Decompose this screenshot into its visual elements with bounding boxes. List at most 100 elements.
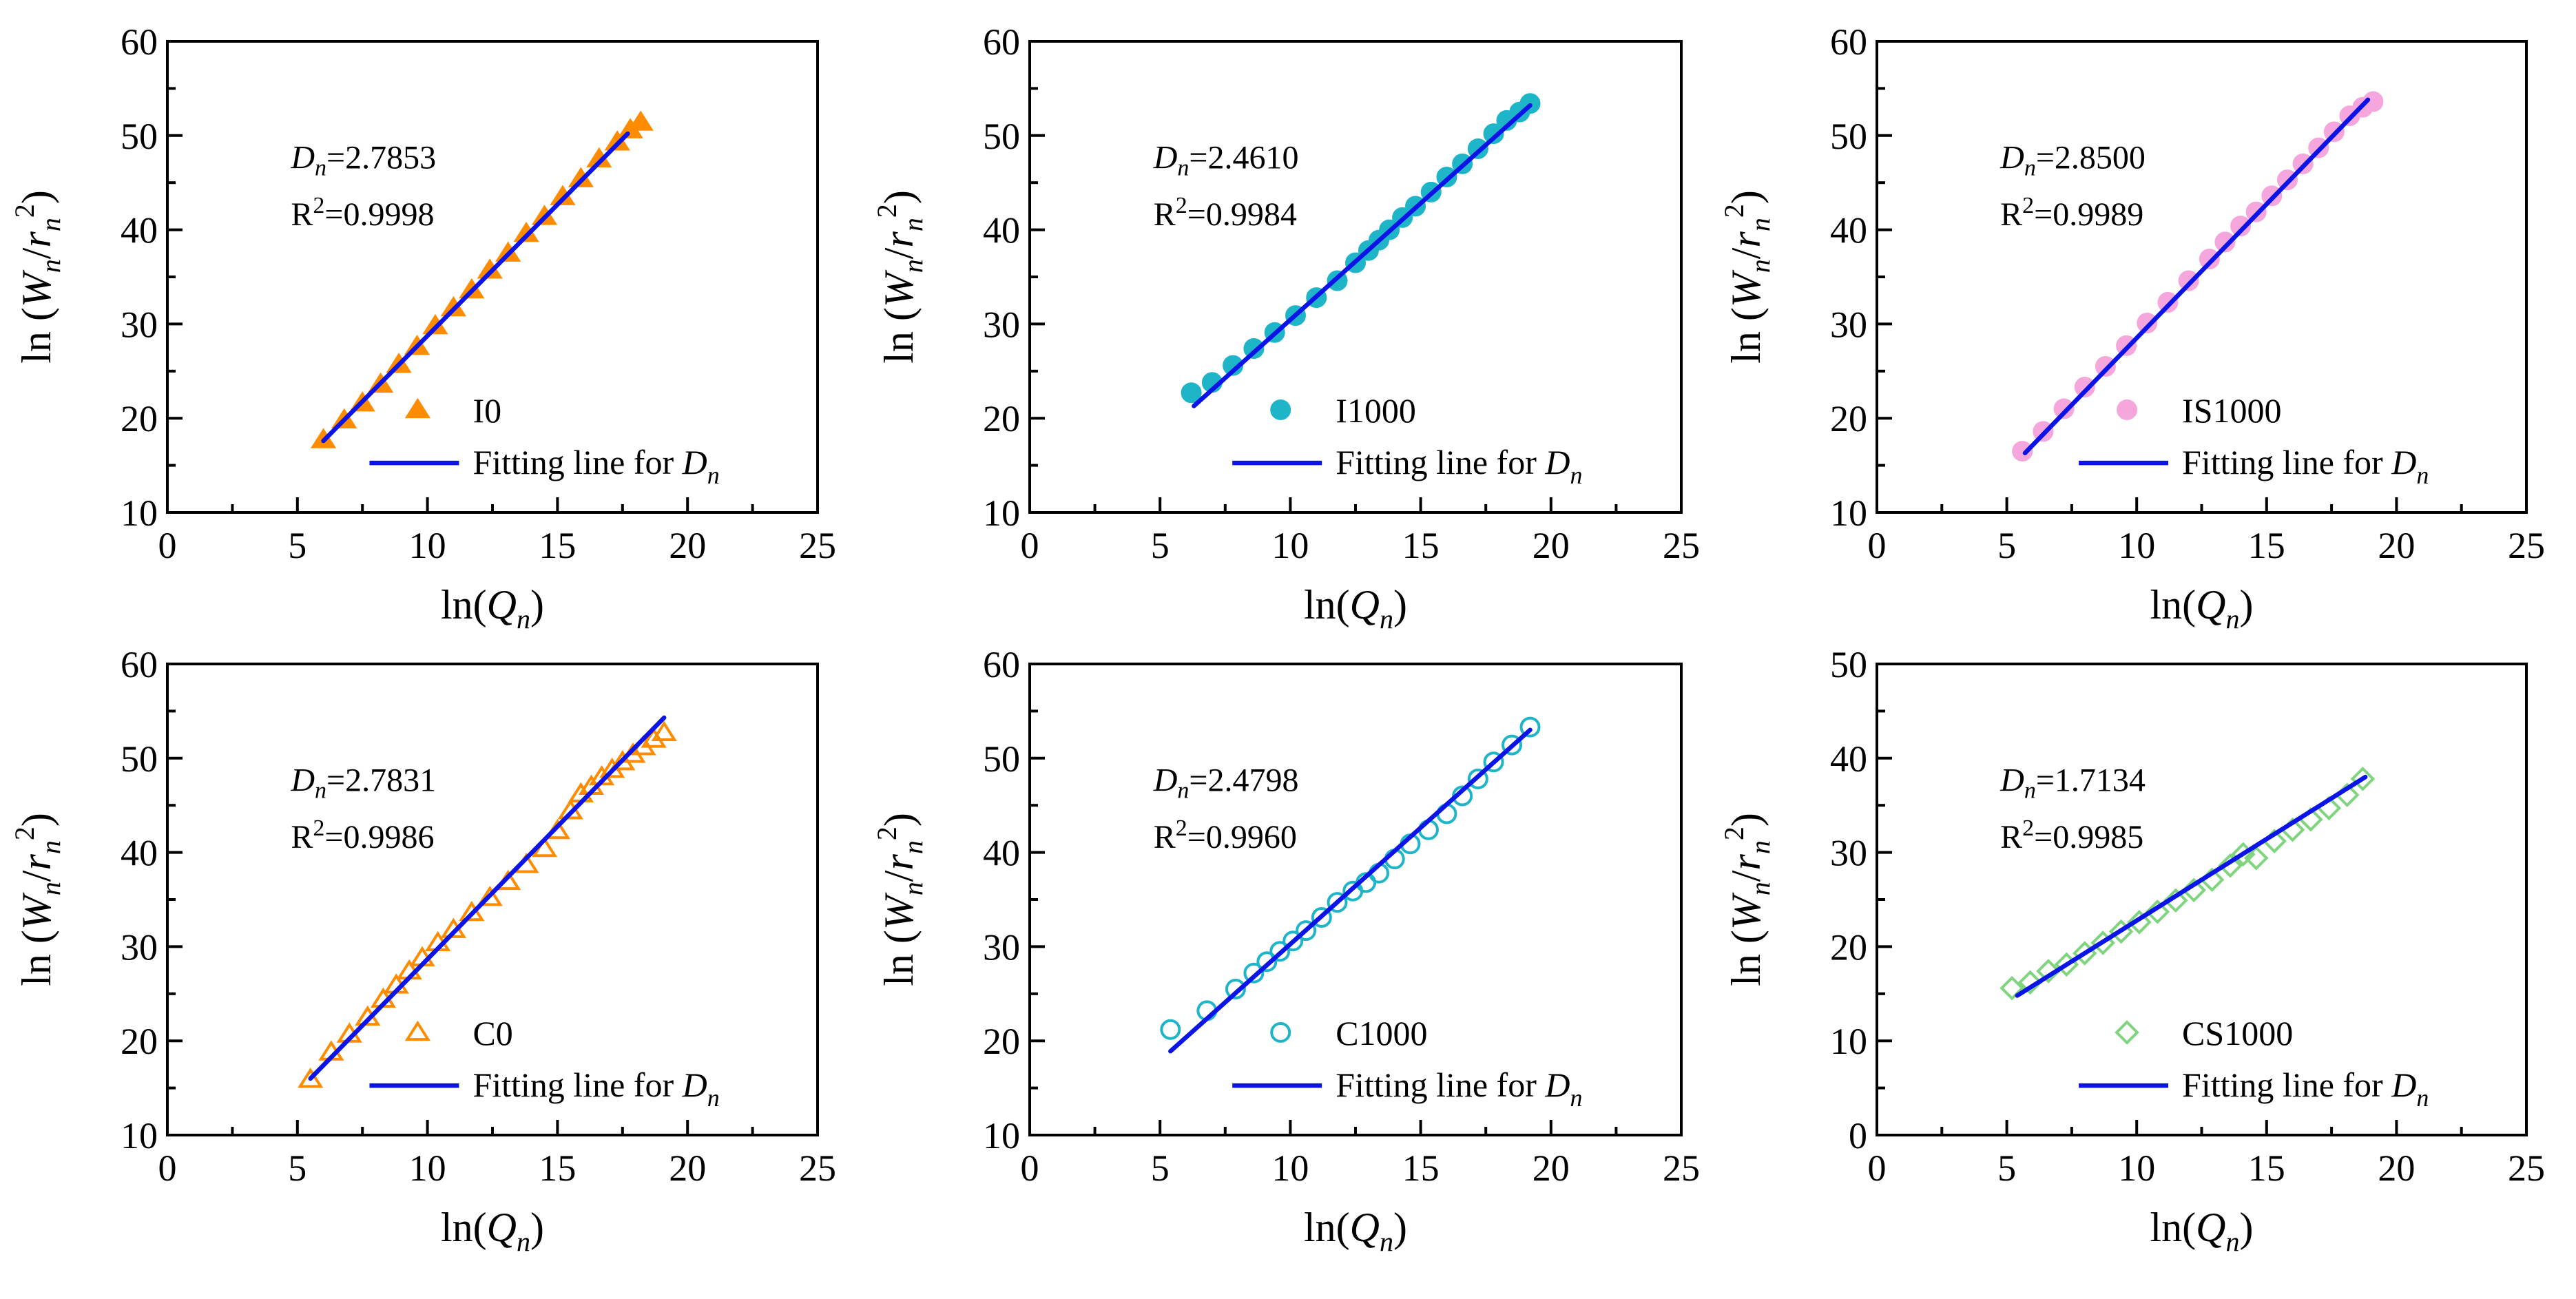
data-point [1256, 951, 1278, 973]
r2-annotation: R2=0.9989 [2000, 193, 2143, 233]
legend-marker [404, 1020, 431, 1041]
y-tick-label: 20 [1830, 926, 1867, 968]
data-point [2145, 900, 2170, 924]
y-tick-label: 30 [121, 926, 158, 968]
y-tick-label: 40 [121, 210, 158, 251]
x-axis-title: ln(Qn) [441, 1205, 544, 1257]
y-tick-label: 60 [1830, 21, 1867, 63]
x-tick-label: 10 [409, 525, 446, 566]
data-point [2218, 853, 2243, 878]
legend-series-label: IS1000 [2182, 391, 2281, 430]
data-point [2017, 970, 2043, 995]
dn-annotation: Dn=1.7134 [1999, 762, 2146, 804]
legend-fit-label: Fitting line for Dn [2182, 443, 2429, 489]
y-tick-label: 60 [983, 21, 1020, 63]
x-tick-label: 0 [1021, 525, 1039, 566]
legend-marker [404, 397, 431, 419]
x-tick-label: 25 [799, 1147, 836, 1189]
x-tick-label: 0 [1868, 525, 1887, 566]
y-tick-label: 50 [983, 116, 1020, 157]
x-tick-label: 15 [539, 525, 576, 566]
dn-annotation: Dn=2.4798 [1153, 762, 1299, 804]
y-tick-label: 60 [121, 21, 158, 63]
legend-series-label: I1000 [1336, 391, 1416, 430]
data-point [2199, 249, 2220, 270]
legend: I1000 Fitting line for Dn [1232, 391, 1582, 489]
x-tick-label: 15 [1402, 525, 1440, 566]
dn-annotation: Dn=2.7831 [290, 762, 436, 804]
y-tick-label: 40 [1830, 738, 1867, 780]
x-tick-label: 5 [1997, 525, 2016, 566]
data-point [2012, 441, 2033, 462]
data-point [1467, 768, 1488, 789]
y-tick-label: 10 [983, 492, 1020, 534]
data-point [2074, 377, 2095, 398]
y-axis-title: ln (Wn/rn2) [9, 190, 66, 364]
x-tick-label: 5 [1997, 1147, 2016, 1189]
r2-annotation: R2=0.9960 [1154, 815, 1297, 855]
data-point [1225, 978, 1246, 999]
legend-series-label: CS1000 [2182, 1014, 2293, 1052]
legend: C1000 Fitting line for Dn [1232, 1014, 1582, 1112]
data-point [641, 727, 667, 748]
y-tick-label: 60 [121, 644, 158, 685]
x-tick-label: 25 [1663, 525, 1700, 566]
y-axis-title: ln (Wn/rn2) [871, 190, 928, 364]
y-tick-label: 40 [1830, 210, 1867, 251]
y-tick-label: 50 [121, 738, 158, 780]
data-points-I0 [310, 110, 654, 448]
x-tick-label: 20 [2378, 1147, 2415, 1189]
data-point [2036, 959, 2061, 984]
y-axis-title: ln (Wn/rn2) [1718, 190, 1776, 364]
r2-annotation: R2=0.9986 [291, 815, 434, 855]
x-tick-label: 10 [1271, 525, 1309, 566]
x-tick-label: 0 [158, 525, 177, 566]
fit-line [2022, 97, 2371, 456]
x-tick-label: 5 [288, 1147, 307, 1189]
y-tick-label: 50 [1830, 644, 1867, 685]
r2-annotation: R2=0.9985 [2000, 815, 2143, 855]
x-tick-label: 25 [1663, 1147, 1700, 1189]
x-tick-label: 10 [2118, 1147, 2155, 1189]
data-point [477, 886, 503, 906]
legend: I0 Fitting line for Dn [369, 391, 720, 489]
x-tick-label: 20 [2378, 525, 2415, 566]
data-point [1269, 941, 1291, 962]
plot-frame [166, 663, 819, 1136]
x-tick-label: 15 [539, 1147, 576, 1189]
legend-series-label: C0 [472, 1014, 512, 1052]
x-tick-label: 0 [1021, 1147, 1039, 1189]
y-axis-title: ln (Wn/rn2) [9, 813, 66, 986]
data-point [2157, 291, 2179, 313]
x-axis-title: ln(Qn) [441, 582, 544, 634]
x-tick-label: 15 [2248, 1147, 2285, 1189]
x-axis-title: ln(Qn) [1304, 1205, 1407, 1257]
y-tick-label: 30 [1830, 304, 1867, 345]
fit-line [1192, 103, 1533, 408]
data-point [1483, 751, 1504, 773]
legend-fit-label: Fitting line for Dn [472, 443, 719, 489]
data-point [1999, 975, 2024, 1001]
data-point [651, 720, 677, 741]
chart-panel-C1000: 0 5 10 15 20 25 10 20 30 40 50 60 ln(Qn) ln (Wn/rn2) D… [871, 644, 1700, 1257]
legend-marker [2117, 399, 2138, 420]
data-point [2214, 231, 2236, 253]
y-tick-label: 10 [121, 1115, 158, 1156]
data-point [1296, 920, 1317, 942]
x-tick-label: 15 [2248, 525, 2285, 566]
data-point [1327, 892, 1348, 913]
data-point [627, 110, 654, 131]
legend-fit-label: Fitting line for Dn [472, 1066, 719, 1112]
legend: IS1000 Fitting line for Dn [2079, 391, 2429, 489]
data-point [1311, 906, 1332, 928]
data-points-CS1000 [1999, 767, 2376, 1001]
x-tick-label: 10 [409, 1147, 446, 1189]
data-point [1243, 962, 1265, 984]
y-tick-label: 30 [983, 926, 1020, 968]
y-tick-label: 60 [983, 644, 1020, 685]
chart-panel-CS1000: 0 5 10 15 20 25 0 10 20 30 40 50 ln(Qn) ln (Wn/rn2) Dn… [1718, 644, 2545, 1257]
x-tick-label: 25 [2508, 525, 2545, 566]
y-tick-label: 50 [983, 738, 1020, 780]
x-tick-label: 20 [669, 525, 706, 566]
